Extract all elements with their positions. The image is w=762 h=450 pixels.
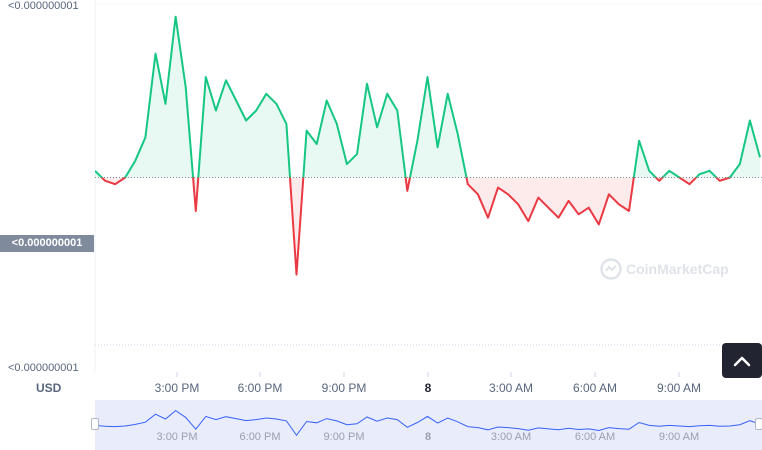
navigator-tick-label: 3:00 PM [156,431,198,443]
navigator-tick-label: 9:00 AM [658,431,700,443]
current-price-badge: <0.000000001 [0,235,94,252]
x-tick-label: 9:00 AM [656,381,702,395]
navigator-left-handle[interactable] [91,418,99,430]
area-fill-down [95,177,760,275]
cmc-logo-icon [600,258,622,280]
x-tick-label: 6:00 AM [572,381,618,395]
x-tick-label: 3:00 AM [488,381,534,395]
y-axis-top-label: <0.000000001 [8,0,79,12]
x-ticks [176,372,680,377]
navigator-line [94,409,761,437]
navigator-tick-label-date: 8 [424,431,432,443]
price-line-up [95,15,761,178]
scroll-to-top-button[interactable] [722,343,762,378]
range-navigator[interactable] [95,400,762,450]
watermark-text: CoinMarketCap [626,261,729,277]
x-tick-label: 3:00 PM [154,381,200,395]
navigator-tick-label: 6:00 PM [239,431,281,443]
currency-unit: USD [36,381,62,395]
chevron-up-icon [733,356,751,366]
x-tick-label: 9:00 PM [321,381,367,395]
y-axis-bottom-label: <0.000000001 [8,362,79,374]
navigator-tick-label: 9:00 PM [323,431,365,443]
watermark: CoinMarketCap [600,258,729,280]
x-tick-label: 6:00 PM [237,381,283,395]
area-fill-up [95,16,760,178]
navigator-tick-label: 6:00 AM [574,431,616,443]
x-tick-label-date: 8 [424,381,432,395]
navigator-tick-label: 3:00 AM [490,431,532,443]
navigator-right-handle[interactable] [755,418,762,430]
